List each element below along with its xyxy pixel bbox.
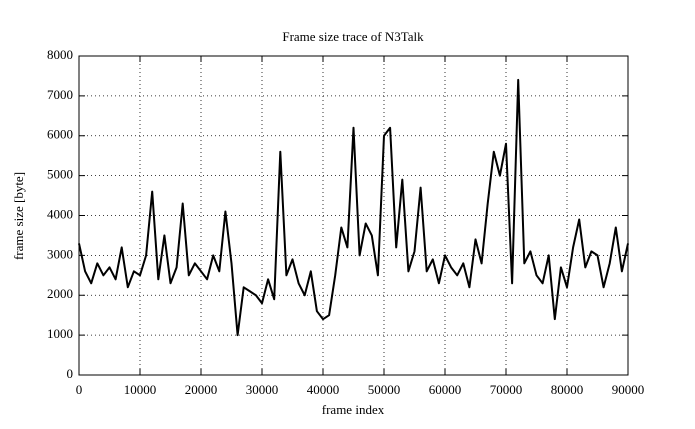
x-tick-label: 60000 (429, 382, 462, 397)
y-tick-label: 8000 (47, 47, 73, 62)
x-tick-label: 40000 (307, 382, 340, 397)
y-tick-label: 5000 (47, 167, 73, 182)
y-tick-label: 1000 (47, 326, 73, 341)
x-tick-label: 80000 (551, 382, 584, 397)
y-tick-label: 3000 (47, 246, 73, 261)
y-tick-label: 0 (67, 366, 74, 381)
x-tick-label: 90000 (612, 382, 645, 397)
x-tick-label: 30000 (246, 382, 279, 397)
x-tick-label: 50000 (368, 382, 401, 397)
y-tick-label: 2000 (47, 286, 73, 301)
y-tick-label: 7000 (47, 87, 73, 102)
x-tick-label: 20000 (185, 382, 218, 397)
x-tick-label: 70000 (490, 382, 523, 397)
y-axis-label: frame size [byte] (11, 172, 26, 260)
data-line (78, 78, 629, 337)
chart-title: Frame size trace of N3Talk (282, 29, 424, 44)
plot-frame (78, 55, 629, 376)
x-tick-label: 10000 (124, 382, 157, 397)
x-tick-label: 0 (76, 382, 83, 397)
y-tick-label: 6000 (47, 127, 73, 142)
x-axis-label: frame index (322, 402, 385, 417)
y-tick-label: 4000 (47, 206, 73, 221)
